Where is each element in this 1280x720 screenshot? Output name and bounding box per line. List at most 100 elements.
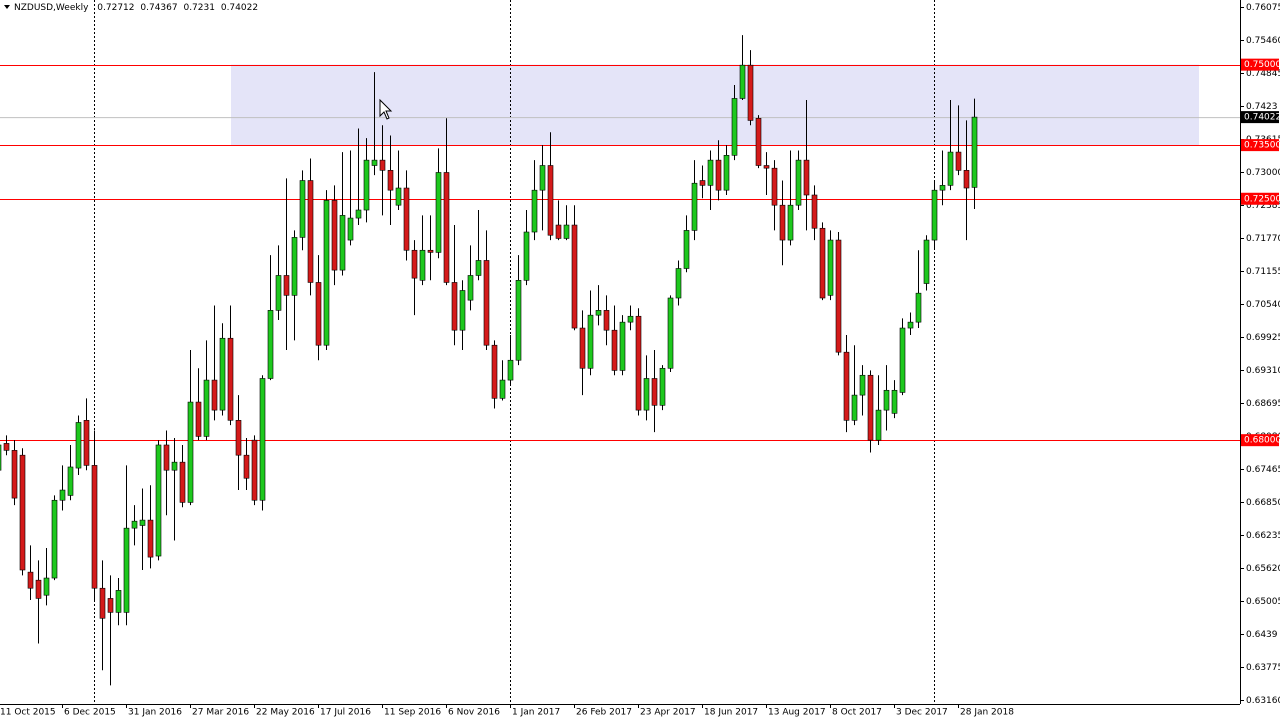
candle-body [547,165,554,236]
candle-body [147,519,154,558]
candle-body [115,590,122,613]
candle-body [19,454,26,571]
x-tick-label: 11 Sep 2016 [384,708,441,718]
y-tick-label: 0.72385 [1246,201,1280,211]
candle-body [27,571,34,589]
x-tick-label: 1 Jan 2017 [512,708,560,718]
chart-title: NZDUSD,Weekly [14,3,89,13]
collapse-arrow[interactable] [4,5,10,9]
candle-body [763,165,770,169]
y-tick-label: 0.67465 [1246,465,1280,475]
candle-body [331,200,338,271]
candle-body [899,327,906,393]
candle-body [187,401,194,503]
candle-body [435,172,442,253]
candle-body [715,159,722,191]
y-tick-label: 0.70540 [1246,300,1280,310]
header-close: 0.74022 [221,3,258,13]
y-tick-label: 0.66850 [1246,498,1280,508]
candle-body [467,275,474,301]
candle-body [275,275,282,311]
candle-body [427,249,434,253]
candle-body [811,194,818,229]
level-tag-label: 0.73500 [1244,141,1280,151]
supply-zone [231,64,1199,146]
y-tick-label: 0.74845 [1246,69,1280,79]
candle-body [771,167,778,206]
y-tick-label: 0.7423 [1246,102,1278,112]
level-tag-label: 0.75000 [1244,60,1280,70]
candle-body [91,465,98,589]
header-open: 0.72712 [97,3,134,13]
x-tick-label: 31 Jan 2016 [128,708,182,718]
candle-body [795,159,802,206]
level-tag [1241,192,1279,205]
candle-body [779,204,786,241]
candle-body [691,182,698,231]
level-tag [1241,58,1279,71]
candle-body [459,290,466,331]
candle-body [891,389,898,414]
candle-body [59,489,66,501]
candle-body [179,461,186,503]
price-tag-label: 0.74022 [1244,113,1280,123]
x-tick-label: 23 Apr 2017 [640,708,696,718]
y-tick-label: 0.75460 [1246,36,1280,46]
y-tick-label: 0.76075 [1246,3,1280,13]
candle-body [0,444,2,471]
candle-body [267,310,274,379]
candle-body [827,239,834,296]
x-tick-label: 6 Dec 2015 [64,708,116,718]
candle-body [51,499,58,579]
candle-body [411,249,418,279]
candle-body [907,321,914,329]
candle-body [67,466,74,496]
y-tick-label: 0.63775 [1246,663,1280,673]
candle-body [507,359,514,381]
y-tick-label: 0.6439 [1246,630,1278,640]
candle-body [35,579,42,599]
candle-body [555,224,562,239]
candle-body [491,344,498,399]
candle-body [251,439,258,501]
y-tick-label: 0.68695 [1246,399,1280,409]
candle-body [539,165,546,191]
candle-body [563,224,570,239]
candle-body [155,444,162,557]
x-tick-label: 11 Oct 2015 [0,708,56,718]
candle-body [683,230,690,269]
candle-body [43,577,50,596]
candle-body [499,379,506,399]
candle-body [803,159,810,196]
candle-body [107,598,114,613]
x-tick-label: 28 Jan 2018 [960,708,1014,718]
candle-body [659,367,666,406]
y-tick-label: 0.63160 [1246,696,1280,706]
candle-body [571,224,578,329]
candle-body [939,185,946,191]
y-tick-label: 0.66235 [1246,531,1280,541]
candle-body [419,249,426,281]
candle-layer [0,35,978,686]
candle-body [123,527,130,613]
candle-body [291,237,298,296]
candle-body [787,204,794,241]
candle-body [131,520,138,529]
candle-body [83,420,90,466]
y-tick-label: 0.65620 [1246,564,1280,574]
mouse-cursor [379,98,393,120]
candle-body [859,374,866,396]
candle-body [755,117,762,166]
candle-body [451,282,458,331]
candle-body [851,394,858,421]
candle-body [195,401,202,437]
candle-body [363,159,370,211]
candle-body [243,454,250,479]
candle-body [515,280,522,361]
x-tick-label: 6 Nov 2016 [448,708,500,718]
y-tick-label: 0.71155 [1246,267,1280,277]
x-tick-label: 3 Dec 2017 [896,708,948,718]
candle-body [835,239,842,353]
candle-body [139,519,146,526]
candle-body [219,337,226,411]
